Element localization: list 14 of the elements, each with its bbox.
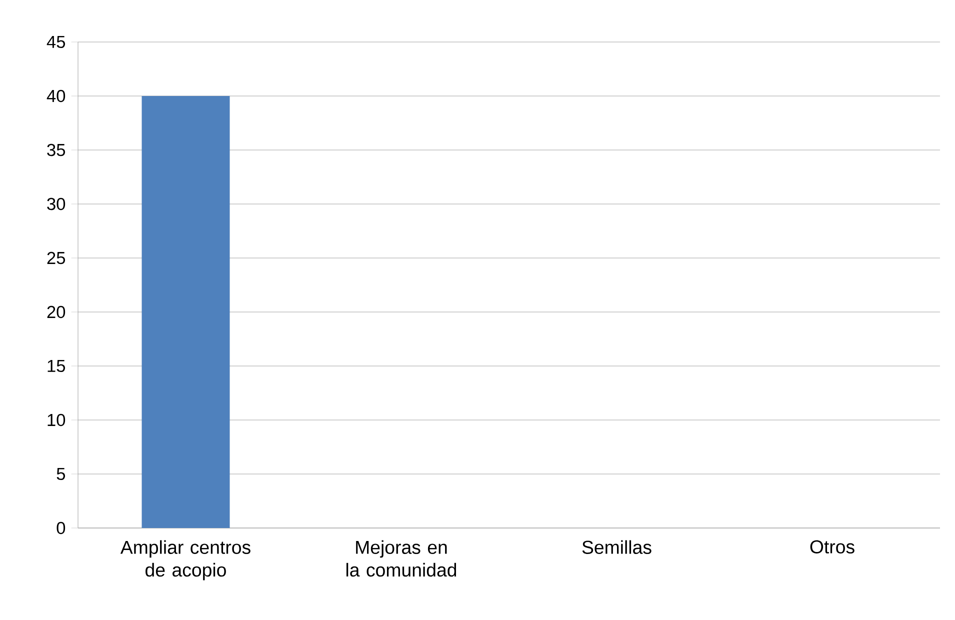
x-tick-label: Otros bbox=[810, 540, 854, 554]
y-tick-label: 25 bbox=[47, 252, 66, 264]
y-tick-label: 0 bbox=[56, 522, 66, 534]
y-tick-label: 45 bbox=[46, 36, 66, 48]
y-tick-label: 5 bbox=[56, 468, 66, 480]
x-tick-label: Mejoras en la comunidad bbox=[346, 540, 456, 577]
y-tick-label: 15 bbox=[48, 360, 66, 372]
y-tick-label: 30 bbox=[47, 198, 66, 210]
x-tick-label: Semillas bbox=[582, 540, 652, 554]
y-tick-label: 35 bbox=[47, 144, 66, 156]
y-tick-label: 40 bbox=[46, 90, 66, 102]
x-tick-label: Ampliar centros de acopio bbox=[120, 540, 250, 580]
y-tick-label: 20 bbox=[47, 306, 66, 318]
y-tick-label: 10 bbox=[48, 414, 66, 426]
